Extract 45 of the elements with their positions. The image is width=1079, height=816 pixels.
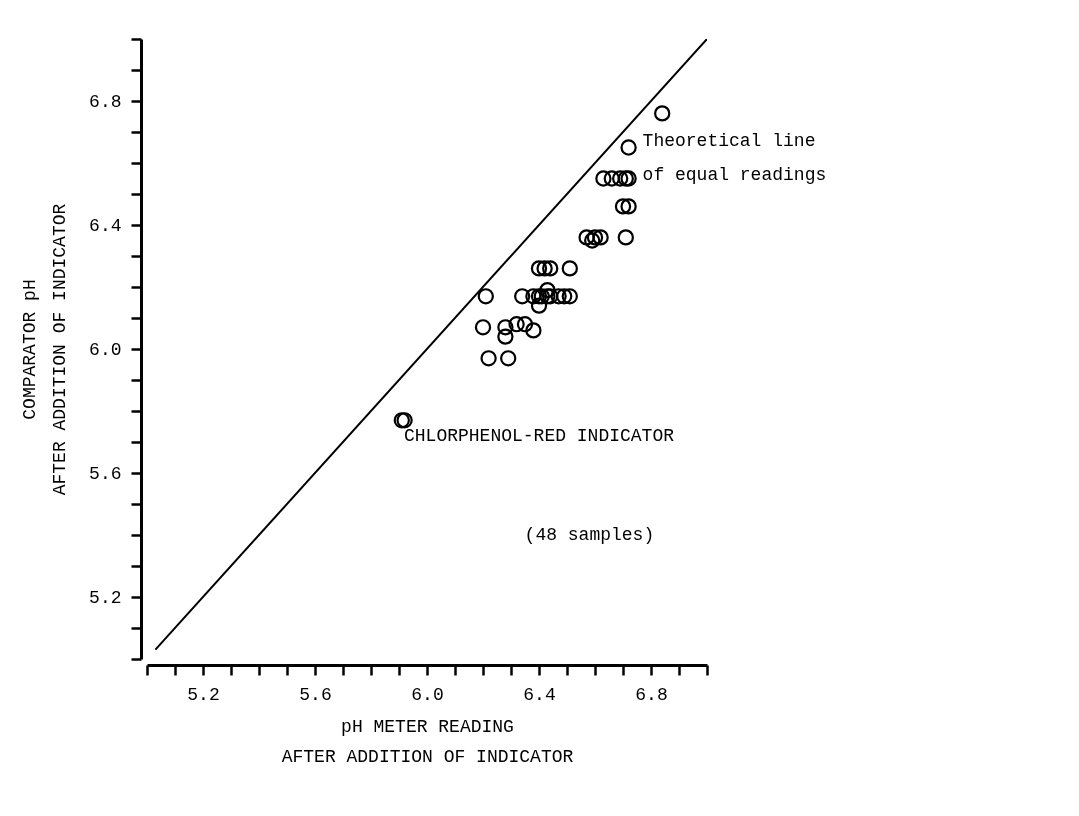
point — [654, 105, 671, 122]
point — [530, 260, 548, 277]
point — [536, 260, 553, 277]
x-tick-label: 5.6 — [299, 684, 332, 705]
point — [561, 288, 578, 305]
point — [550, 288, 567, 305]
x-tick-label: 6.4 — [523, 684, 556, 705]
point — [497, 328, 514, 345]
y-axis-title: COMPARATOR pH AFTER ADDITION OF INDICATOR — [20, 203, 71, 496]
point — [477, 288, 494, 305]
annotation: Theoretical line of equal readings — [642, 131, 827, 186]
point — [578, 229, 595, 246]
y-tick-label: 5.6 — [89, 463, 122, 484]
point — [561, 260, 578, 277]
point — [525, 288, 542, 305]
point — [525, 322, 542, 339]
point — [612, 170, 629, 187]
point — [508, 316, 525, 333]
x-axis-title: pH METER READING AFTER ADDITION OF INDICATOR — [281, 716, 574, 767]
point — [497, 319, 514, 336]
point — [603, 170, 620, 187]
point — [516, 316, 534, 333]
point — [474, 319, 492, 336]
point — [530, 297, 548, 314]
y-tick-label: 5.2 — [89, 587, 122, 608]
point — [539, 281, 556, 299]
y-tick-label: 6.8 — [89, 91, 122, 112]
annotation: (48 samples) — [524, 525, 655, 545]
point — [614, 198, 632, 215]
point — [617, 229, 634, 246]
point — [592, 229, 609, 246]
x-tick-label: 6.8 — [635, 684, 668, 705]
point — [542, 260, 559, 277]
point — [514, 288, 531, 305]
annotation: CHLORPHENOL-RED INDICATOR — [403, 425, 675, 446]
y-tick-label: 6.4 — [89, 215, 122, 236]
point — [620, 139, 637, 156]
point — [556, 288, 573, 305]
x-tick-label: 5.2 — [187, 684, 220, 705]
point — [595, 170, 612, 187]
point — [620, 198, 637, 215]
point — [500, 350, 517, 367]
point — [480, 350, 497, 367]
y-tick-label: 6.0 — [89, 339, 122, 360]
x-tick-label: 6.0 — [411, 684, 444, 705]
